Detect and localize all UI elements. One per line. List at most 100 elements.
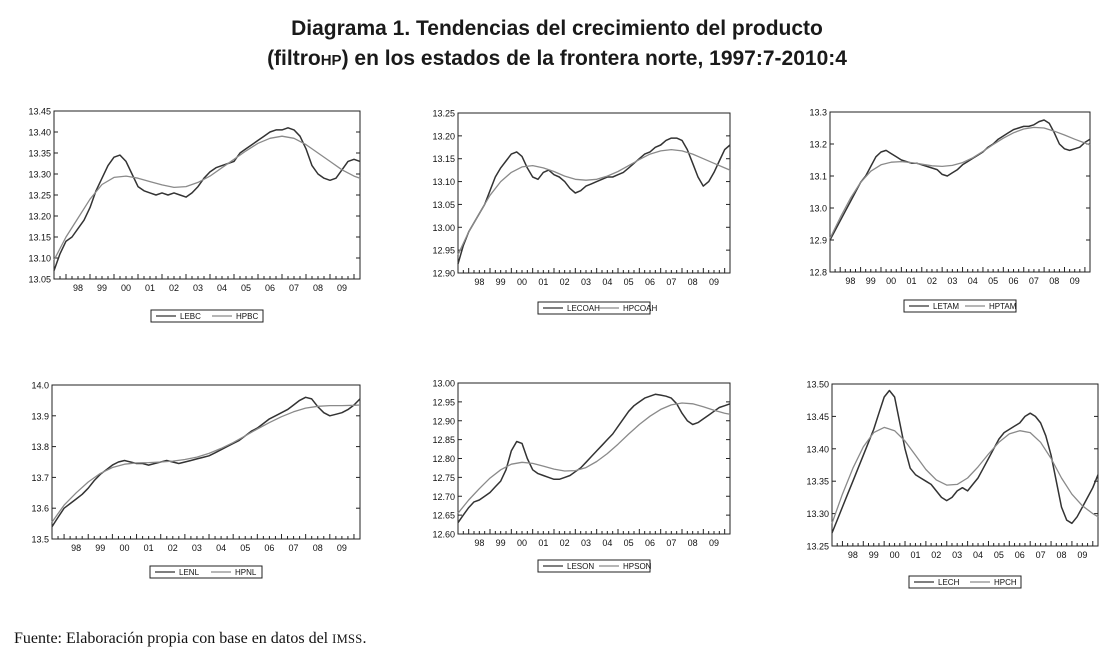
y-tick-label: 13.5 [31,535,49,545]
y-tick-label: 12.75 [432,473,455,483]
chart-svg-son: 12.60 12.65 12.70 12.75 12.80 12.85 12.90 12.95… [432,379,731,573]
title-prefix: (filtro [267,47,321,70]
y-tick-label: 13.3 [809,108,827,118]
x-tick-label: 03 [952,550,962,560]
y-tick-label: 14.0 [31,381,49,391]
chart-panel-ch: 13.25 13.30 13.35 13.40 13.45 13.50 98 99 00 01 02… [790,372,1100,590]
y-tick-label: 13.30 [28,170,51,180]
y-tick-label: 12.80 [432,454,455,464]
x-tick-label: 99 [95,543,105,553]
x-tick-label: 01 [538,277,548,287]
y-tick-label: 13.25 [28,191,51,201]
x-tick-label: 06 [1015,550,1025,560]
x-tick-label: 08 [688,277,698,287]
y-tick-label: 13.7 [31,473,49,483]
x-tick-label: 09 [337,543,347,553]
x-tick-label: 00 [121,283,131,293]
y-tick-label: 12.9 [809,236,827,246]
y-tick-label: 13.45 [28,107,51,117]
x-tick-label: 02 [927,276,937,286]
chart-panel-nl: 13.5 13.6 13.7 13.8 13.9 14.0 98 99 00 01 02 03 04 05… [14,372,384,582]
y-tick-label: 12.90 [432,269,455,279]
legend-label: LEBC [180,312,201,321]
y-tick-label: 12.95 [432,246,455,256]
x-tick-label: 05 [994,550,1004,560]
x-tick-label: 99 [869,550,879,560]
series-line-leson [457,393,731,524]
series-line-hptam [829,126,1091,239]
x-tick-label: 04 [217,283,227,293]
chart-svg-coah: 12.90 12.95 13.00 13.05 13.10 13.15 13.20 13.25… [432,109,731,315]
title-hp-abbr: HP [320,52,342,69]
chart-panel-tam: 12.8 12.9 13.0 13.1 13.2 13.3 98 99 00 01 02 03 04 05… [790,100,1100,322]
x-tick-label: 07 [289,283,299,293]
x-tick-label: 03 [193,283,203,293]
chart-svg-nl: 13.5 13.6 13.7 13.8 13.9 14.0 98 99 00 01 02 03 04 05… [31,381,361,579]
plot-frame [831,383,1099,547]
y-tick-label: 13.6 [31,504,49,514]
plot-frame [829,111,1091,273]
y-tick-label: 13.10 [28,254,51,264]
source-note: Fuente: Elaboración propia con base en d… [14,630,367,648]
legend-label: LETAM [933,302,959,311]
x-tick-label: 09 [709,538,719,548]
source-period: . [362,630,367,647]
y-tick-label: 13.40 [28,128,51,138]
chart-title-line-1: Diagrama 1. Tendencias del crecimiento d… [0,14,1114,44]
series-line-lecoah [457,137,731,265]
y-tick-label: 13.2 [809,140,827,150]
x-tick-label: 07 [1029,276,1039,286]
x-tick-label: 03 [581,538,591,548]
y-tick-label: 13.30 [806,509,829,519]
y-tick-label: 13.25 [432,109,455,119]
legend-box [149,565,263,579]
x-tick-label: 09 [1077,550,1087,560]
y-tick-label: 12.95 [432,397,455,407]
source-abbr: IMSS [332,632,363,646]
x-tick-label: 99 [97,283,107,293]
x-tick-label: 08 [313,283,323,293]
x-tick-label: 07 [1036,550,1046,560]
y-tick-label: 13.50 [806,380,829,390]
legend-label: LECOAH [567,304,600,313]
x-tick-label: 00 [890,550,900,560]
y-tick-label: 13.0 [809,204,827,214]
plot-frame [457,112,731,274]
legend-label: HPSON [623,562,652,571]
legend-box [537,559,651,573]
y-tick-label: 12.8 [809,268,827,278]
x-tick-label: 01 [910,550,920,560]
chart-panel-son: 12.60 12.65 12.70 12.75 12.80 12.85 12.90 12.95… [412,372,737,573]
y-tick-label: 12.65 [432,511,455,521]
x-tick-label: 08 [688,538,698,548]
x-tick-label: 06 [265,283,275,293]
legend-box [537,301,651,315]
x-tick-label: 04 [602,277,612,287]
chart-panel-coah: 12.90 12.95 13.00 13.05 13.10 13.15 13.20 13.25… [412,100,737,322]
legend-label: HPCH [994,578,1017,587]
x-tick-label: 05 [241,283,251,293]
series-line-hpbc [53,135,361,261]
legend-label: HPBC [236,312,258,321]
x-tick-label: 01 [907,276,917,286]
y-tick-label: 12.85 [432,435,455,445]
plot-frame [53,110,361,280]
y-tick-label: 13.8 [31,442,49,452]
source-text: Fuente: Elaboración propia con base en d… [14,630,333,647]
x-tick-label: 04 [968,276,978,286]
chart-svg-bc: 13.05 13.10 13.15 13.20 13.25 13.30 13.35 13.40… [28,107,361,323]
x-tick-label: 03 [192,543,202,553]
x-tick-label: 01 [145,283,155,293]
series-line-hpson [457,402,731,514]
x-tick-label: 00 [886,276,896,286]
x-tick-label: 02 [169,283,179,293]
series-line-hpnl [51,404,361,523]
chart-title-line-2: (filtroHP) en los estados de la frontera… [0,44,1114,76]
y-tick-label: 13.10 [432,177,455,187]
x-tick-label: 01 [538,538,548,548]
x-tick-label: 08 [313,543,323,553]
title-suffix: ) en los estados de la frontera norte, 1… [341,47,847,70]
x-tick-label: 06 [645,538,655,548]
series-line-letam [829,119,1091,241]
legend-label: HPCOAH [623,304,657,313]
